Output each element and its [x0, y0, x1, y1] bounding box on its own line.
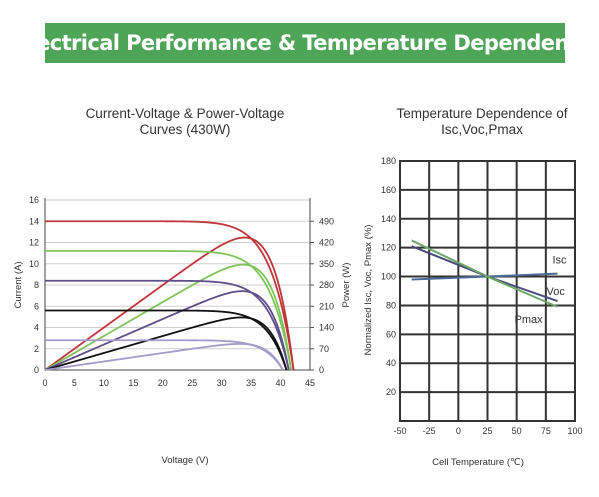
- chart2-ytick: 100: [381, 272, 396, 282]
- banner: Electrical Performance & Temperature Dep…: [16, 23, 595, 63]
- chart2-title-line2: Isc,Voc,Pmax: [441, 122, 523, 137]
- pv-curve-black: [44, 316, 288, 371]
- chart1-xtick: 40: [276, 378, 286, 388]
- chart2-ytick: 180: [381, 156, 396, 166]
- chart1-xtick: 35: [246, 378, 256, 388]
- chart2-xtick: 100: [567, 426, 582, 436]
- chart1-ytick: 16: [29, 195, 39, 205]
- chart2-xlabel: Cell Temperature (℃): [432, 457, 524, 468]
- banner-title: Electrical Performance & Temperature Dep…: [15, 31, 595, 55]
- chart1-xtick: 25: [187, 378, 197, 388]
- pv-curve-green: [44, 263, 293, 371]
- chart1-xtick: 5: [72, 378, 77, 388]
- pv-curve-purple: [44, 290, 290, 371]
- chart1-xtick: 45: [305, 378, 315, 388]
- chart1-ytick: 10: [29, 259, 39, 269]
- chart1-y2tick: 350: [319, 259, 334, 269]
- chart2-xtick: 50: [512, 426, 522, 436]
- chart2-ytick: 20: [386, 387, 396, 397]
- chart2-title-line1: Temperature Dependence of: [396, 106, 567, 121]
- pv-curve-lavender: [44, 343, 284, 371]
- temp-line-pmax: [411, 239, 558, 308]
- chart1-xtick: 10: [99, 378, 109, 388]
- chart2-xtick: 75: [541, 426, 551, 436]
- chart2-xtick: 25: [482, 426, 492, 436]
- iv-curve-purple: [45, 279, 290, 371]
- temp-label-voc: Voc: [547, 286, 566, 298]
- chart1-ylabel: Current (A): [13, 262, 24, 309]
- chart1-ytick: 6: [34, 301, 39, 311]
- chart1-ytick: 12: [29, 238, 39, 248]
- temp-label-pmax: Pmax: [515, 314, 544, 326]
- chart1-y2tick: 140: [319, 323, 334, 333]
- chart2-ytick: 160: [381, 185, 396, 195]
- chart1-ytick: 8: [34, 280, 39, 290]
- chart2-ytick: 140: [381, 214, 396, 224]
- chart1-ytick: 14: [29, 216, 39, 226]
- temp-label-isc: Isc: [553, 255, 568, 267]
- chart1-xtick: 0: [42, 378, 47, 388]
- chart1-y2label: Power (W): [341, 263, 352, 308]
- chart1-xlabel: Voltage (V): [162, 455, 209, 466]
- chart1-title-line1: Current-Voltage & Power-Voltage: [86, 106, 285, 121]
- chart1-y2tick: 420: [319, 238, 334, 248]
- chart2-ytick: 40: [386, 358, 396, 368]
- chart2-ytick: 60: [386, 329, 396, 339]
- chart1-xtick: 20: [158, 378, 168, 388]
- chart1-xtick: 15: [128, 378, 138, 388]
- chart1-title-line2: Curves (430W): [140, 122, 231, 137]
- chart2-xtick: -25: [423, 426, 436, 436]
- chart1-xtick: 30: [217, 378, 227, 388]
- chart1-ytick: 4: [34, 323, 39, 333]
- chart2-xtick: 0: [456, 426, 461, 436]
- chart1-y2tick: 490: [319, 216, 334, 226]
- chart2-ytick: 80: [386, 300, 396, 310]
- chart1-ytick: 0: [34, 365, 39, 375]
- chart1-ytick: 2: [34, 344, 39, 354]
- iv-curve-black: [45, 309, 288, 371]
- chart1-y2tick: 210: [319, 301, 334, 311]
- chart1-y2tick: 280: [319, 280, 334, 290]
- chart2-xtick: -50: [393, 426, 406, 436]
- chart2-ytick: 120: [381, 243, 396, 253]
- chart2-ylabel: Normalized Isc, Voc, Pmax (%): [363, 225, 374, 356]
- chart1-y2tick: 70: [319, 344, 329, 354]
- chart1-y2tick: 0: [319, 365, 324, 375]
- iv-curve-lavender: [45, 339, 284, 371]
